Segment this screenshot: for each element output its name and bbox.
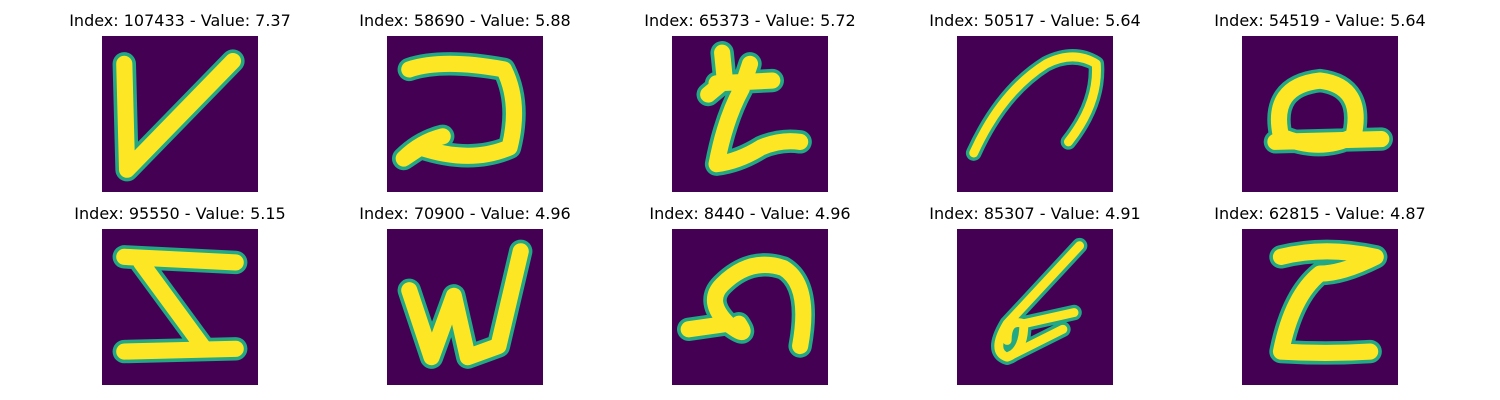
- panel-title: Index: 8440 - Value: 4.96: [649, 204, 851, 223]
- image-panel: Index: 95550 - Value: 5.15: [50, 199, 310, 385]
- glyph-image: [102, 229, 258, 385]
- panel-title: Index: 54519 - Value: 5.64: [1214, 11, 1426, 30]
- glyph-image: [102, 36, 258, 192]
- image-panel: Index: 8440 - Value: 4.96: [620, 199, 880, 385]
- image-panel: Index: 62815 - Value: 4.87: [1190, 199, 1450, 385]
- image-panel: Index: 85307 - Value: 4.91: [905, 199, 1165, 385]
- glyph-image: [672, 229, 828, 385]
- glyph-image: [672, 36, 828, 192]
- image-panel: Index: 50517 - Value: 5.64: [905, 6, 1165, 192]
- panel-title: Index: 107433 - Value: 7.37: [69, 11, 291, 30]
- panel-title: Index: 50517 - Value: 5.64: [929, 11, 1141, 30]
- panel-title: Index: 58690 - Value: 5.88: [359, 11, 571, 30]
- glyph-image: [957, 36, 1113, 192]
- panel-title: Index: 85307 - Value: 4.91: [929, 204, 1141, 223]
- glyph-image: [387, 229, 543, 385]
- glyph-image: [387, 36, 543, 192]
- panel-title: Index: 70900 - Value: 4.96: [359, 204, 571, 223]
- glyph-image: [957, 229, 1113, 385]
- panel-title: Index: 95550 - Value: 5.15: [74, 204, 286, 223]
- image-panel: Index: 58690 - Value: 5.88: [335, 6, 595, 192]
- image-panel: Index: 54519 - Value: 5.64: [1190, 6, 1450, 192]
- glyph-image: [1242, 229, 1398, 385]
- image-panel: Index: 65373 - Value: 5.72: [620, 6, 880, 192]
- panel-title: Index: 65373 - Value: 5.72: [644, 11, 856, 30]
- image-panel: Index: 107433 - Value: 7.37: [50, 6, 310, 192]
- glyph-image: [1242, 36, 1398, 192]
- image-panel: Index: 70900 - Value: 4.96: [335, 199, 595, 385]
- panel-title: Index: 62815 - Value: 4.87: [1214, 204, 1426, 223]
